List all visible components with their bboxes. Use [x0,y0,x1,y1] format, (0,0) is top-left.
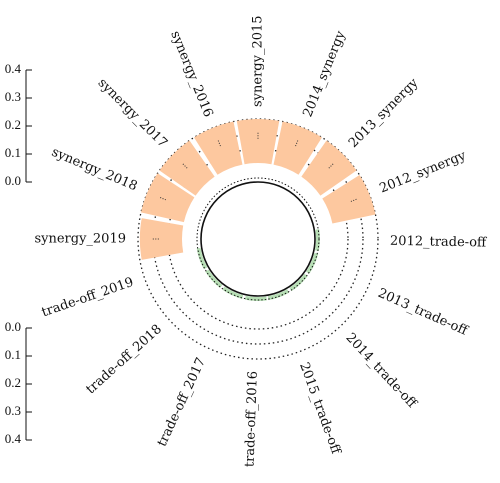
axis-tick-label: 0.4 [5,431,22,446]
grid-circle [137,118,379,360]
center-circle [196,177,320,301]
bar-synergy_2015 [236,119,280,165]
bars [139,119,376,301]
category-label: 2012_trade-off [390,234,488,251]
bar-trade-off_2017 [222,286,244,299]
category-label: synergy_2017 [95,76,170,151]
axis-tick-label: 0.2 [5,375,21,390]
bar-trade-off_2019 [196,247,208,270]
category-label: 2014_trade-off [343,330,421,412]
bar-2014_trade-off [289,273,308,292]
axis-tick-label: 0.0 [5,173,21,188]
category-label: 2012_synergy [378,148,469,196]
category-label: trade-off_2018 [83,322,165,398]
error-bar-synergy_2016 [217,140,221,147]
category-label: synergy_2016 [167,29,215,119]
lower-y-axis: 0.0 0.1 0.2 0.3 0.4 [5,319,32,446]
bar-synergy_2019 [139,218,184,260]
inner-circle-dotted [196,177,320,301]
bar-2014_synergy [273,121,322,175]
error-bar-synergy_2018 [160,197,166,201]
category-label: 2013_trade-off [376,286,472,340]
bar-trade-off_2018 [205,269,223,288]
axis-tick-label: 0.4 [5,61,22,76]
category-label: synergy_2019 [34,232,126,247]
category-label: trade-off_2016 [243,371,261,468]
category-label: 2013_synergy [346,75,422,151]
bar-synergy_2018 [140,173,195,223]
category-label: trade-off_2017 [155,355,209,449]
error-bar-2013_synergy [328,163,334,169]
center-disk [200,181,316,297]
axis-tick-label: 0.1 [5,347,21,362]
bar-2015_trade-off [267,289,290,301]
category-label: 2014_synergy [300,28,348,119]
category-label: synergy_2018 [49,145,139,195]
axis-tick-label: 0.3 [5,89,21,104]
axis-tick-label: 0.3 [5,403,21,418]
bar-2013_trade-off [305,252,319,274]
axis-tick-label: 0.1 [5,145,21,160]
error-bar-2012_synergy [350,198,357,202]
bar-synergy_2016 [194,121,243,175]
upper-y-axis: 0.0 0.1 0.2 0.3 0.4 [5,61,32,188]
category-label: trade-off_2019 [40,275,136,321]
error-bar-synergy_2017 [182,163,188,169]
error-bar-2014_synergy [295,140,299,147]
inner-circle-solid [200,181,316,297]
axis-tick-label: 0.2 [5,117,21,132]
bar-2012_synergy [322,175,376,224]
category-label: 2015_trade-off [296,360,344,457]
axis-tick-label: 0.0 [5,319,21,334]
category-label: synergy_2015 [251,15,266,107]
